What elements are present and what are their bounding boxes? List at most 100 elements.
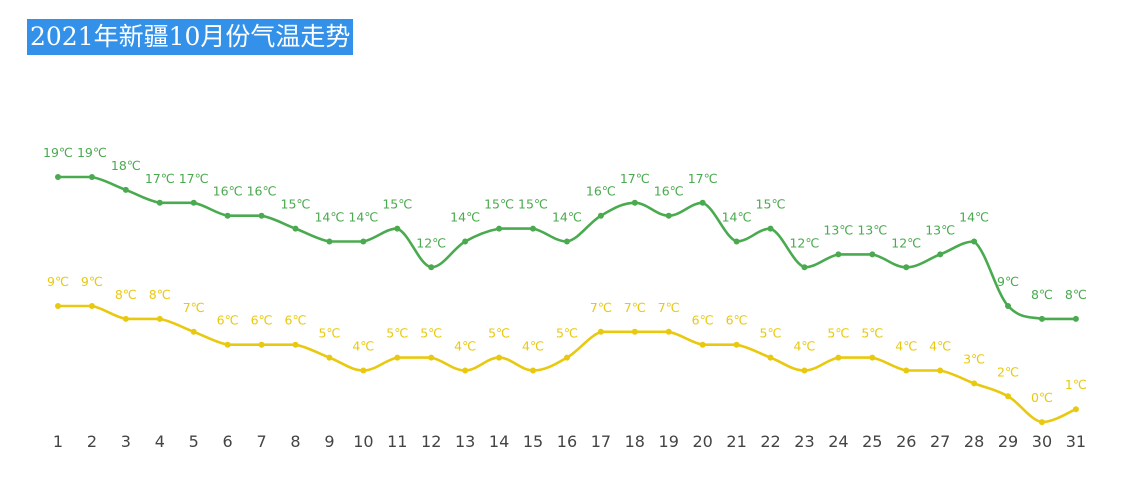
high-temperature-data-label: 19℃ bbox=[43, 145, 73, 160]
high-temperature-data-label: 13℃ bbox=[925, 222, 955, 237]
low-temperature-data-label: 5℃ bbox=[488, 326, 510, 341]
low-temperature-point[interactable] bbox=[360, 367, 367, 374]
high-temperature-point[interactable] bbox=[462, 238, 469, 245]
high-temperature-point[interactable] bbox=[937, 251, 944, 258]
high-temperature-point[interactable] bbox=[292, 225, 299, 232]
high-temperature-point[interactable] bbox=[597, 212, 604, 219]
x-tick-label: 2 bbox=[87, 432, 97, 451]
high-temperature-point[interactable] bbox=[88, 174, 95, 180]
low-temperature-data-label: 6℃ bbox=[251, 313, 273, 328]
low-temperature-point[interactable] bbox=[122, 315, 129, 322]
low-temperature-point[interactable] bbox=[1038, 419, 1045, 426]
low-temperature-point[interactable] bbox=[292, 341, 299, 348]
x-tick-label: 24 bbox=[828, 432, 848, 451]
high-temperature-point[interactable] bbox=[530, 225, 537, 232]
low-temperature-point[interactable] bbox=[597, 328, 604, 335]
high-temperature-point[interactable] bbox=[1038, 315, 1045, 322]
low-temperature-point[interactable] bbox=[156, 315, 163, 322]
high-temperature-point[interactable] bbox=[903, 264, 910, 271]
x-tick-label: 17 bbox=[591, 432, 611, 451]
high-temperature-point[interactable] bbox=[190, 199, 197, 206]
low-temperature-point[interactable] bbox=[563, 354, 570, 361]
high-temperature-point[interactable] bbox=[394, 225, 401, 232]
high-temperature-point[interactable] bbox=[258, 212, 265, 219]
low-temperature-point[interactable] bbox=[496, 354, 503, 361]
high-temperature-data-label: 16℃ bbox=[654, 184, 684, 199]
low-temperature-data-label: 7℃ bbox=[183, 300, 205, 315]
x-tick-label: 8 bbox=[290, 432, 300, 451]
low-temperature-point[interactable] bbox=[971, 380, 978, 387]
chart-title: 2021年新疆10月份气温走势 bbox=[27, 19, 354, 55]
low-temperature-point[interactable] bbox=[258, 341, 265, 348]
high-temperature-point[interactable] bbox=[563, 238, 570, 245]
low-temperature-point[interactable] bbox=[631, 328, 638, 335]
low-temperature-point[interactable] bbox=[767, 354, 774, 361]
low-temperature-point[interactable] bbox=[88, 303, 95, 309]
high-temperature-data-label: 9℃ bbox=[997, 274, 1019, 289]
low-temperature-point[interactable] bbox=[326, 354, 333, 361]
x-tick-label: 3 bbox=[121, 432, 131, 451]
low-temperature-point[interactable] bbox=[699, 341, 706, 348]
low-temperature-point[interactable] bbox=[665, 328, 672, 335]
low-temperature-point[interactable] bbox=[190, 328, 197, 335]
low-temperature-data-label: 8℃ bbox=[149, 287, 171, 302]
high-temperature-point[interactable] bbox=[835, 251, 842, 258]
high-temperature-series: 19℃ 19℃18℃17℃ 17℃16℃ 16℃15℃14℃ 14℃15℃12℃14℃1… bbox=[43, 145, 1087, 322]
low-temperature-point[interactable] bbox=[1072, 406, 1079, 413]
high-temperature-point[interactable] bbox=[971, 238, 978, 245]
high-temperature-point[interactable] bbox=[665, 212, 672, 219]
high-temperature-point[interactable] bbox=[869, 251, 876, 258]
low-temperature-data-label: 2℃ bbox=[997, 364, 1019, 379]
low-temperature-data-label: 4℃ bbox=[522, 339, 544, 354]
low-temperature-point[interactable] bbox=[428, 354, 435, 361]
high-temperature-point[interactable] bbox=[631, 199, 638, 206]
high-temperature-point[interactable] bbox=[767, 225, 774, 232]
high-temperature-point[interactable] bbox=[733, 238, 740, 245]
high-temperature-data-label: 17℃ bbox=[620, 171, 650, 186]
low-temperature-point[interactable] bbox=[869, 354, 876, 361]
x-tick-label: 5 bbox=[189, 432, 199, 451]
high-temperature-data-label: 8℃ bbox=[1065, 287, 1087, 302]
low-temperature-point[interactable] bbox=[835, 354, 842, 361]
high-temperature-point[interactable] bbox=[326, 238, 333, 245]
x-tick-label: 18 bbox=[625, 432, 645, 451]
low-temperature-data-label: 6℃ bbox=[692, 313, 714, 328]
high-temperature-point[interactable] bbox=[122, 186, 129, 193]
low-temperature-point[interactable] bbox=[462, 367, 469, 374]
low-temperature-point[interactable] bbox=[530, 367, 537, 374]
low-temperature-data-label: 0℃ bbox=[1031, 390, 1053, 405]
low-temperature-point[interactable] bbox=[733, 341, 740, 348]
high-temperature-point[interactable] bbox=[1005, 303, 1012, 309]
x-tick-label: 21 bbox=[726, 432, 746, 451]
high-temperature-point[interactable] bbox=[1072, 315, 1079, 322]
high-temperature-point[interactable] bbox=[699, 199, 706, 206]
x-tick-label: 29 bbox=[998, 432, 1018, 451]
low-temperature-point[interactable] bbox=[394, 354, 401, 361]
high-temperature-point[interactable] bbox=[428, 264, 435, 271]
high-temperature-data-label: 14℃ bbox=[552, 210, 582, 225]
high-temperature-data-label: 17℃ bbox=[179, 171, 209, 186]
low-temperature-point[interactable] bbox=[801, 367, 808, 374]
high-temperature-point[interactable] bbox=[156, 199, 163, 206]
high-temperature-data-label: 8℃ bbox=[1031, 287, 1053, 302]
low-temperature-point[interactable] bbox=[224, 341, 231, 348]
high-temperature-data-label: 14℃ bbox=[348, 210, 378, 225]
x-tick-label: 27 bbox=[930, 432, 950, 451]
low-temperature-point[interactable] bbox=[1005, 393, 1012, 400]
low-temperature-point[interactable] bbox=[55, 303, 61, 309]
low-temperature-point[interactable] bbox=[903, 367, 910, 374]
x-tick-label: 13 bbox=[455, 432, 475, 451]
high-temperature-point[interactable] bbox=[801, 264, 808, 271]
low-temperature-point[interactable] bbox=[937, 367, 944, 374]
high-temperature-data-label: 18℃ bbox=[111, 158, 141, 173]
high-temperature-point[interactable] bbox=[360, 238, 367, 245]
x-tick-label: 11 bbox=[387, 432, 407, 451]
high-temperature-point[interactable] bbox=[55, 174, 61, 180]
x-tick-label: 14 bbox=[489, 432, 509, 451]
high-temperature-point[interactable] bbox=[224, 212, 231, 219]
high-temperature-data-label: 13℃ bbox=[823, 222, 853, 237]
low-temperature-data-label: 4℃ bbox=[895, 339, 917, 354]
x-tick-label: 9 bbox=[324, 432, 334, 451]
high-temperature-point[interactable] bbox=[496, 225, 503, 232]
low-temperature-data-label: 3℃ bbox=[963, 351, 985, 366]
